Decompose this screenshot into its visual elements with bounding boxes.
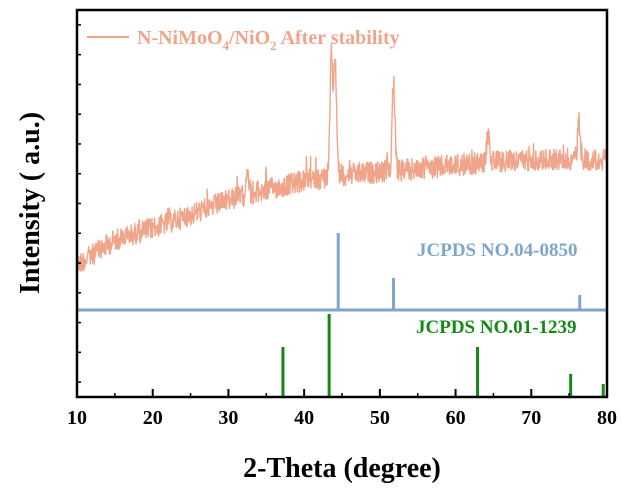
ref-label-01-1239: JCPDS NO.01-1239	[416, 317, 576, 338]
reference-layer	[77, 233, 607, 396]
x-tick-label-1: 20	[143, 407, 163, 429]
x-tick-label-5: 60	[446, 407, 466, 429]
x-tick-label-4: 50	[370, 407, 390, 429]
ref-label-04-0850: JCPDS NO.04-0850	[417, 240, 577, 261]
x-tick-label-0: 10	[67, 407, 87, 429]
x-tick-label-7: 80	[597, 407, 617, 429]
ticks-layer: 10 20 30 40 50 60 70 80	[67, 24, 617, 429]
legend-label: N-NiMoO4/NiO2 After stability	[137, 27, 400, 53]
xrd-series-line	[76, 43, 608, 272]
series-layer	[76, 43, 608, 272]
legend: N-NiMoO4/NiO2 After stability	[87, 27, 400, 53]
x-tick-label-6: 70	[521, 407, 541, 429]
y-axis-title: Intensity ( a.u.)	[15, 112, 46, 294]
x-tick-label-2: 30	[218, 407, 238, 429]
x-axis-title: 2-Theta (degree)	[243, 453, 441, 484]
x-tick-label-3: 40	[294, 407, 314, 429]
plot-frame	[75, 8, 609, 399]
